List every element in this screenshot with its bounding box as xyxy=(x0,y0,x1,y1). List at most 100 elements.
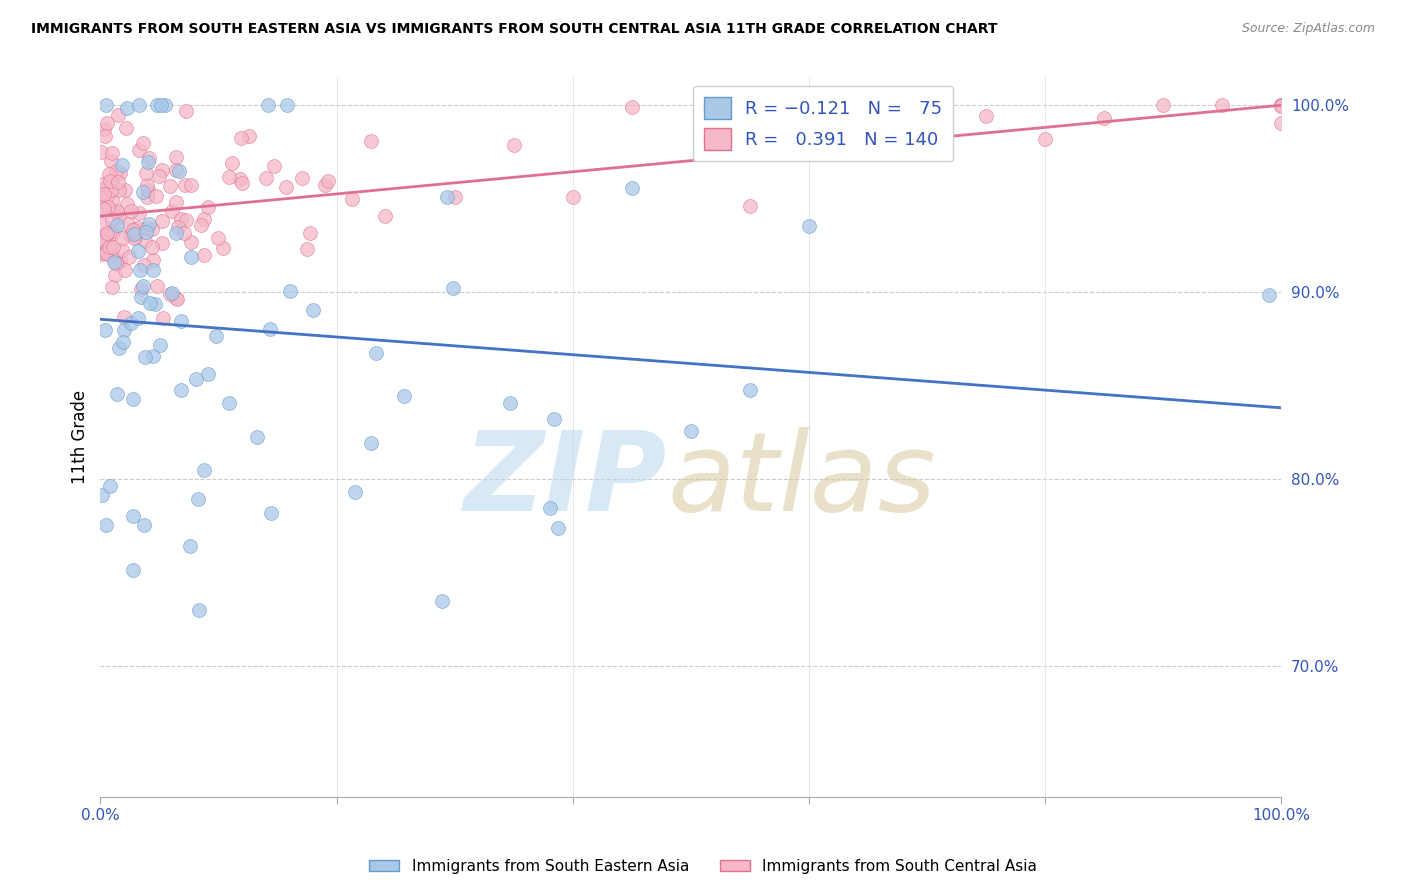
Point xyxy=(132,258,155,272)
Point xyxy=(94,322,117,336)
Point xyxy=(142,252,165,267)
Point xyxy=(135,225,157,239)
Point xyxy=(301,303,323,318)
Point xyxy=(96,244,118,258)
Point xyxy=(143,296,166,310)
Point xyxy=(360,436,382,450)
Point xyxy=(193,248,215,262)
Point xyxy=(149,338,172,352)
Point xyxy=(374,209,396,223)
Point xyxy=(90,192,112,206)
Point xyxy=(122,223,145,237)
Point xyxy=(150,162,173,177)
Point xyxy=(218,170,240,185)
Point xyxy=(112,310,135,324)
Point xyxy=(170,211,193,226)
Point xyxy=(128,206,150,220)
Point xyxy=(167,220,190,235)
Point xyxy=(274,180,297,194)
Point xyxy=(122,509,145,524)
Point xyxy=(152,311,174,326)
Point xyxy=(974,109,997,123)
Point xyxy=(218,396,240,410)
Point xyxy=(127,220,149,235)
Point xyxy=(174,212,197,227)
Point xyxy=(114,121,136,136)
Point xyxy=(170,314,193,328)
Point xyxy=(93,202,115,216)
Point xyxy=(174,178,197,192)
Point xyxy=(738,383,761,397)
Point xyxy=(118,228,141,243)
Point xyxy=(179,539,201,553)
Point xyxy=(170,383,193,397)
Point xyxy=(117,217,139,231)
Point xyxy=(103,254,125,268)
Point xyxy=(136,178,159,193)
Point xyxy=(91,178,114,192)
Point xyxy=(1092,111,1115,125)
Point xyxy=(165,150,187,164)
Point xyxy=(394,389,416,403)
Point xyxy=(138,151,160,165)
Point xyxy=(679,424,702,438)
Point xyxy=(132,185,155,199)
Point xyxy=(166,292,188,306)
Point xyxy=(187,603,209,617)
Point xyxy=(298,227,321,241)
Point xyxy=(128,98,150,112)
Point xyxy=(98,174,121,188)
Point xyxy=(127,244,149,258)
Point xyxy=(257,98,280,112)
Point xyxy=(1270,98,1292,112)
Point xyxy=(207,231,229,245)
Point xyxy=(134,350,156,364)
Point xyxy=(103,224,125,238)
Point xyxy=(105,164,128,178)
Point xyxy=(167,163,190,178)
Point xyxy=(297,242,319,256)
Point xyxy=(441,281,464,295)
Point xyxy=(142,350,165,364)
Point xyxy=(120,204,142,219)
Point xyxy=(100,153,122,168)
Point xyxy=(148,169,170,183)
Point xyxy=(1258,288,1281,302)
Point xyxy=(160,286,183,301)
Point xyxy=(129,290,152,304)
Point xyxy=(543,412,565,426)
Point xyxy=(502,138,524,153)
Point xyxy=(104,268,127,282)
Point xyxy=(430,594,453,608)
Point xyxy=(547,521,569,535)
Point xyxy=(90,145,112,160)
Point xyxy=(96,226,118,240)
Point xyxy=(94,246,117,260)
Point xyxy=(141,221,163,235)
Point xyxy=(160,203,183,218)
Point xyxy=(259,506,281,520)
Point xyxy=(93,233,115,247)
Y-axis label: 11th Grade: 11th Grade xyxy=(72,390,89,484)
Point xyxy=(165,195,187,210)
Point xyxy=(254,170,277,185)
Point xyxy=(142,263,165,277)
Point xyxy=(90,182,112,196)
Point xyxy=(797,219,820,233)
Point xyxy=(364,346,387,360)
Point xyxy=(101,213,124,227)
Point xyxy=(159,286,181,301)
Point xyxy=(105,218,128,232)
Text: atlas: atlas xyxy=(666,426,936,533)
Point xyxy=(94,128,117,143)
Point xyxy=(108,166,131,180)
Point xyxy=(134,234,156,248)
Point xyxy=(111,158,134,172)
Point xyxy=(107,210,129,224)
Point xyxy=(174,103,197,118)
Point xyxy=(146,279,169,293)
Point xyxy=(221,155,243,169)
Point xyxy=(107,108,129,122)
Point xyxy=(101,227,124,241)
Point xyxy=(91,487,114,501)
